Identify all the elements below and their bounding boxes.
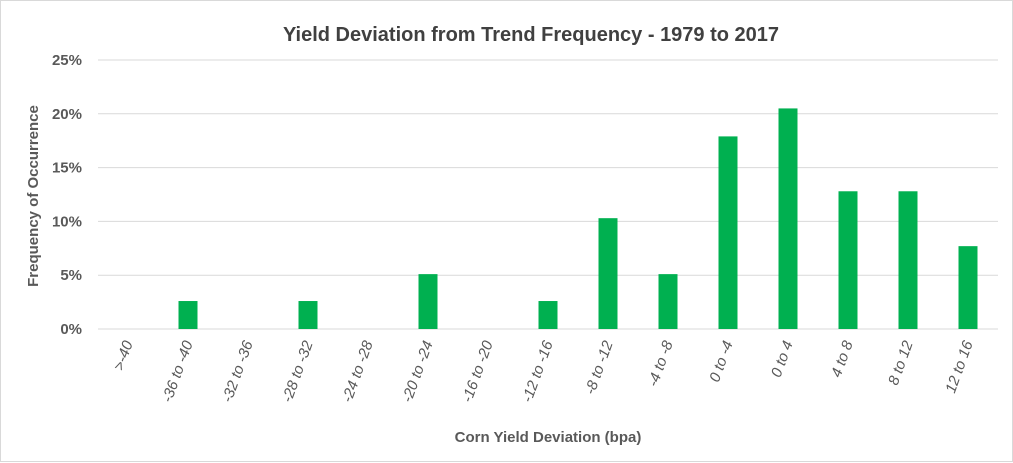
x-tick-label: 8 to 12 (885, 338, 917, 388)
bar (538, 301, 558, 329)
y-tick-label: 20% (52, 106, 82, 123)
x-tick-label: -8 to -12 (582, 338, 617, 397)
bars (178, 108, 978, 329)
y-tick-labels: 0% 5% 10% 15% 20% 25% (52, 52, 82, 338)
x-tick-label: -36 to -40 (159, 338, 197, 405)
x-tick-label: -20 to -24 (399, 339, 437, 405)
bar (418, 274, 438, 329)
x-tick-label: -12 to -16 (519, 338, 557, 405)
bar (178, 301, 198, 329)
x-tick-label: -28 to -32 (279, 338, 317, 405)
y-tick-label: 0% (60, 321, 82, 338)
bar (778, 108, 798, 329)
gridlines (98, 59, 998, 330)
bar (898, 191, 918, 329)
x-axis-label: Corn Yield Deviation (bpa) (455, 429, 642, 446)
x-tick-label: >-40 (110, 338, 137, 373)
x-tick-label: -16 to -20 (459, 338, 497, 405)
x-tick-label: 12 to 16 (942, 338, 977, 395)
x-tick-labels: >-40 -36 to -40 -32 to -36 -28 to -32 -24 to… (110, 338, 977, 405)
x-tick-label: 4 to 8 (828, 338, 857, 380)
y-tick-label: 10% (52, 213, 82, 230)
bar (298, 301, 318, 329)
x-tick-label: -32 to -36 (219, 338, 257, 405)
y-axis-label: Frequency of Occurrence (25, 105, 42, 287)
y-tick-label: 5% (60, 267, 82, 284)
bar (838, 191, 858, 329)
x-tick-label: 0 to 4 (768, 339, 797, 380)
bar (658, 274, 678, 329)
x-tick-label: 0 to -4 (706, 339, 737, 385)
bar (598, 218, 618, 329)
x-tick-label: -24 to -28 (339, 338, 377, 405)
y-tick-label: 15% (52, 160, 82, 177)
chart-title: Yield Deviation from Trend Frequency - 1… (283, 24, 779, 46)
y-tick-label: 25% (52, 52, 82, 69)
x-tick-label: -4 to -8 (645, 338, 677, 389)
bar (958, 246, 978, 329)
bar (718, 136, 738, 329)
